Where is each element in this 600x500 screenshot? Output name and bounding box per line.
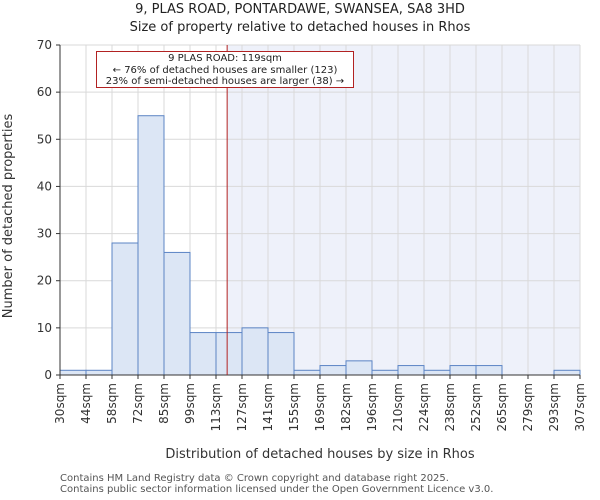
- y-tick-label: 30: [37, 227, 52, 241]
- histogram-bar: [449, 365, 477, 376]
- annotation-line-2: ← 76% of detached houses are smaller (12…: [112, 64, 338, 76]
- x-tick-label: 155sqm: [287, 383, 301, 431]
- x-tick-label: 30sqm: [53, 383, 67, 424]
- x-tick-label: 169sqm: [313, 383, 327, 431]
- x-tick-label: 224sqm: [417, 383, 431, 431]
- histogram-bar: [85, 369, 113, 376]
- x-tick-label: 279sqm: [521, 383, 535, 431]
- histogram-bar: [293, 369, 321, 376]
- histogram-bar: [59, 369, 87, 376]
- histogram-bar: [189, 332, 217, 376]
- property-annotation-box: 9 PLAS ROAD: 119sqm ← 76% of detached ho…: [96, 51, 354, 88]
- histogram-bar: [371, 369, 399, 376]
- x-tick-label: 113sqm: [209, 383, 223, 431]
- chart-title: 9, PLAS ROAD, PONTARDAWE, SWANSEA, SA8 3…: [135, 2, 465, 17]
- x-tick-label: 252sqm: [469, 383, 483, 431]
- y-tick-label: 20: [37, 274, 52, 288]
- histogram-bar: [215, 332, 243, 376]
- histogram-bar: [267, 332, 295, 376]
- histogram-bar: [423, 369, 451, 376]
- histogram-bar: [319, 365, 347, 376]
- x-tick-label: 127sqm: [235, 383, 249, 431]
- x-tick-label: 307sqm: [573, 383, 587, 431]
- x-tick-label: 265sqm: [495, 383, 509, 431]
- y-tick-label: 60: [37, 85, 52, 99]
- annotation-line-1: 9 PLAS ROAD: 119sqm: [168, 53, 282, 64]
- y-tick-label: 40: [37, 179, 52, 193]
- annotation-line-3: 23% of semi-detached houses are larger (…: [105, 76, 345, 87]
- y-axis-label: Number of detached properties: [1, 114, 16, 319]
- histogram-bar: [397, 365, 425, 376]
- histogram-bar: [553, 369, 581, 376]
- y-tick-label: 10: [37, 321, 52, 335]
- x-tick-label: 293sqm: [547, 383, 561, 431]
- y-tick-label: 0: [44, 368, 52, 382]
- y-tick-label: 70: [37, 38, 52, 52]
- histogram-bar: [345, 360, 373, 376]
- larger-region-shade: [227, 45, 580, 375]
- x-tick-label: 85sqm: [157, 383, 171, 424]
- footer-line-2: Contains public sector information licen…: [60, 484, 494, 495]
- x-tick-label: 238sqm: [443, 383, 457, 431]
- x-tick-label: 44sqm: [79, 383, 93, 424]
- y-tick-label: 50: [37, 132, 52, 146]
- chart-subtitle: Size of property relative to detached ho…: [129, 20, 471, 35]
- x-tick-label: 99sqm: [183, 383, 197, 424]
- histogram-bar: [475, 365, 503, 376]
- footer-line-1: Contains HM Land Registry data © Crown c…: [60, 473, 449, 484]
- x-tick-label: 182sqm: [339, 383, 353, 431]
- histogram-bar: [163, 251, 191, 376]
- x-tick-label: 58sqm: [105, 383, 119, 424]
- histogram-bar: [111, 242, 139, 376]
- x-tick-label: 210sqm: [391, 383, 405, 431]
- histogram-bar: [137, 115, 165, 376]
- x-tick-label: 141sqm: [261, 383, 275, 431]
- x-axis-label: Distribution of detached houses by size …: [165, 447, 474, 462]
- x-tick-label: 72sqm: [131, 383, 145, 424]
- x-tick-label: 196sqm: [365, 383, 379, 431]
- histogram-bar: [241, 327, 269, 376]
